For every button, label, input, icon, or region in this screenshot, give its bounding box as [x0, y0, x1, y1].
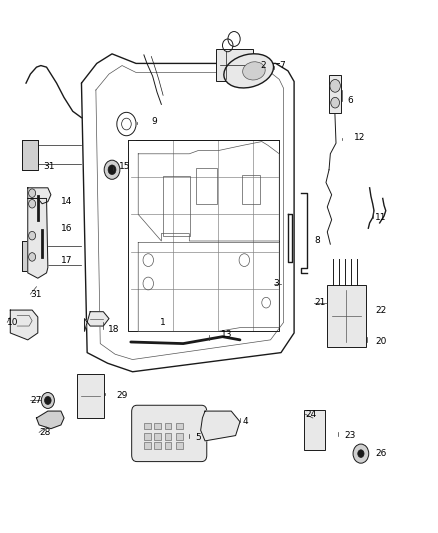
Text: 2: 2 [261, 61, 266, 70]
Bar [329, 75, 341, 114]
Polygon shape [21, 140, 38, 169]
Text: 6: 6 [348, 96, 353, 105]
Text: 9: 9 [151, 117, 157, 126]
Bar [327, 285, 366, 348]
Text: 29: 29 [117, 391, 128, 400]
Text: 13: 13 [221, 330, 233, 339]
Polygon shape [21, 241, 38, 271]
Circle shape [108, 165, 116, 174]
Ellipse shape [243, 62, 265, 80]
Polygon shape [201, 411, 240, 441]
Bar [176, 442, 183, 449]
Bar [242, 174, 260, 204]
Ellipse shape [224, 54, 273, 88]
Text: 14: 14 [61, 197, 72, 206]
Circle shape [331, 98, 339, 108]
Text: 10: 10 [7, 318, 19, 327]
Bar [304, 410, 325, 450]
Text: 3: 3 [274, 279, 279, 288]
Text: 20: 20 [375, 337, 387, 346]
Text: 27: 27 [30, 396, 42, 405]
Text: 12: 12 [353, 133, 365, 142]
Circle shape [28, 199, 35, 208]
Bar [215, 49, 253, 82]
Circle shape [358, 450, 364, 457]
Polygon shape [28, 198, 48, 278]
Circle shape [330, 79, 340, 92]
Polygon shape [85, 312, 109, 332]
Text: 5: 5 [195, 433, 201, 442]
Bar [154, 442, 161, 449]
Bar [165, 442, 171, 449]
Text: 7: 7 [279, 61, 285, 70]
Bar [165, 433, 171, 440]
Text: 11: 11 [375, 213, 387, 222]
Text: 28: 28 [39, 428, 50, 437]
Circle shape [104, 160, 120, 179]
Text: 17: 17 [61, 256, 72, 264]
Text: 21: 21 [314, 298, 325, 307]
Bar [154, 433, 161, 440]
Polygon shape [28, 188, 51, 204]
Text: 4: 4 [243, 417, 249, 426]
FancyBboxPatch shape [132, 405, 207, 462]
Bar [176, 423, 183, 429]
Polygon shape [36, 411, 64, 429]
Circle shape [28, 253, 35, 261]
Bar [165, 423, 171, 429]
Text: 31: 31 [43, 162, 55, 171]
Bar [196, 167, 217, 204]
Text: 26: 26 [375, 449, 387, 458]
Text: 24: 24 [305, 410, 317, 419]
Bar [77, 374, 104, 418]
Bar [176, 433, 183, 440]
Bar [163, 176, 190, 236]
Circle shape [45, 397, 51, 405]
Text: 1: 1 [160, 318, 166, 327]
Text: 15: 15 [120, 162, 131, 171]
Text: 31: 31 [30, 289, 42, 298]
Circle shape [28, 189, 35, 197]
Text: 8: 8 [314, 237, 320, 246]
Circle shape [28, 231, 35, 240]
Polygon shape [11, 310, 38, 340]
Text: 22: 22 [375, 305, 387, 314]
Text: 16: 16 [61, 224, 72, 233]
Text: 18: 18 [108, 325, 119, 334]
Bar [145, 442, 151, 449]
Text: 23: 23 [345, 431, 356, 440]
Circle shape [41, 392, 54, 408]
Bar [145, 433, 151, 440]
Bar [145, 423, 151, 429]
Bar [154, 423, 161, 429]
Circle shape [353, 444, 369, 463]
